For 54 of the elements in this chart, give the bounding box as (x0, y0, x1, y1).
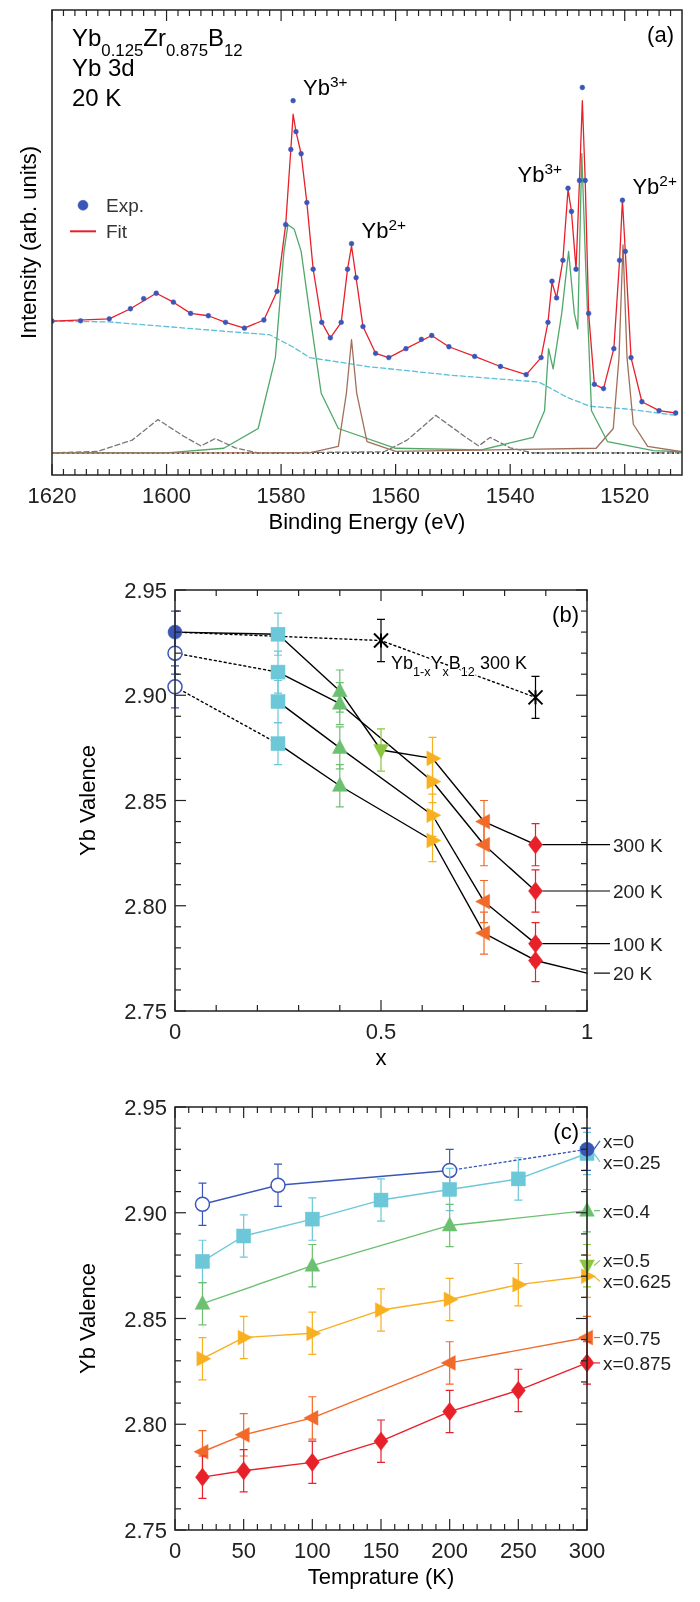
legend-label: x=0.875 (603, 1352, 672, 1374)
legend-label: x=0.5 (603, 1250, 651, 1272)
annotation: (c) (553, 1119, 579, 1144)
legend-label: x=0.625 (603, 1271, 672, 1293)
x-tick-label: 250 (499, 1538, 537, 1563)
annotation: Yb$^{3+}$ (517, 159, 563, 188)
y-tick-label: 2.85 (124, 1306, 167, 1332)
x-tick-label: 0 (168, 1019, 182, 1044)
legend-label: x=0.4 (603, 1200, 651, 1222)
x-tick-label: 50 (231, 1538, 256, 1563)
y-tick-label: 2.95 (124, 578, 167, 603)
x-tick-label: 1560 (371, 483, 421, 508)
x-tick-label: 0.5 (365, 1019, 397, 1044)
x-tick-label: 1580 (256, 483, 306, 508)
y-tick-label: 2.75 (124, 999, 167, 1024)
annotation: Yb$^{3+}$ (303, 72, 348, 100)
legend-label: x=0.75 (603, 1327, 661, 1349)
x-tick-label: 150 (362, 1538, 400, 1563)
legend-label: Exp. (106, 195, 145, 217)
legend-label: 20 K (613, 963, 653, 985)
y-axis-title: Intensity (arb. units) (16, 145, 41, 340)
legend-label: x=0 (603, 1130, 635, 1152)
legend-label: 100 K (613, 933, 663, 955)
x-axis-title: Binding Energy (eV) (268, 509, 466, 534)
annotation: Yb$^{2+}$ (632, 171, 677, 200)
x-tick-label: 0 (168, 1538, 182, 1563)
legend-label: 300 K (613, 834, 663, 856)
legend-label: 200 K (613, 881, 663, 903)
x-tick-label: 1600 (142, 483, 192, 508)
annotation: (b) (552, 602, 579, 627)
y-tick-label: 2.90 (124, 683, 167, 709)
text: (a) (647, 22, 674, 47)
x-tick-label: 200 (431, 1538, 469, 1563)
x-axis-title: x (375, 1045, 387, 1070)
annotation: Yb$^{2+}$ (361, 215, 407, 243)
x-tick-label: 1540 (485, 483, 535, 508)
y-tick-label: 2.85 (124, 788, 167, 814)
x-tick-label: 100 (293, 1538, 331, 1563)
x-tick-label: 1620 (27, 483, 77, 508)
y-tick-label: 2.75 (124, 1518, 167, 1543)
y-tick-label: 2.80 (124, 1412, 167, 1438)
y-tick-label: 2.95 (124, 1095, 167, 1120)
y-tick-label: 2.90 (124, 1200, 167, 1226)
x-tick-label: 1520 (600, 483, 650, 508)
x-axis-title: Temprature (K) (307, 1564, 455, 1589)
y-tick-label: 2.80 (124, 893, 167, 919)
legend-label: x=0.25 (603, 1151, 661, 1173)
annotation: 20 K (72, 84, 122, 111)
y-axis-title: Yb Valence (75, 745, 100, 856)
x-tick-label: 1 (580, 1019, 594, 1044)
text: Yb$_{0.125}$Zr$_{0.875}$B$_{12}$ (72, 24, 243, 60)
legend-label: Fit (106, 221, 128, 243)
y-axis-title: Yb Valence (75, 1263, 100, 1374)
x-tick-label: 300 (568, 1538, 606, 1563)
